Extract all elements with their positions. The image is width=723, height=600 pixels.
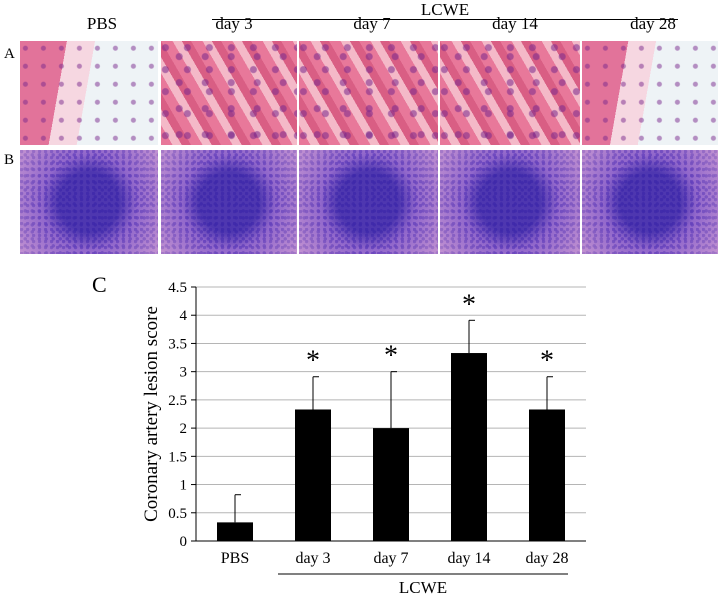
y-tick-label: 0: [180, 534, 188, 550]
y-tick-label: 4: [180, 308, 188, 324]
y-axis-label: Coronary artery lesion score: [141, 306, 162, 522]
histology-b-day14: [440, 150, 580, 254]
histology-b-pbs: [20, 150, 158, 254]
col-label-pbs: PBS: [86, 14, 118, 33]
y-tick-label: 3: [180, 365, 188, 381]
y-tick-label: 2.5: [168, 393, 187, 409]
col-label-day3: day 3: [215, 14, 253, 33]
group-label-lcwe-bottom: LCWE: [399, 578, 447, 597]
row-label-a: A: [4, 46, 15, 62]
significance-marker: *: [306, 346, 320, 377]
bar: [529, 409, 565, 541]
panel-letter-c: C: [92, 272, 107, 297]
y-tick-label: 4.5: [168, 280, 187, 296]
bar: [217, 522, 253, 541]
category-label: PBS: [221, 550, 249, 567]
significance-marker: *: [462, 289, 476, 320]
group-line-top: [212, 19, 678, 20]
histology-b-day28: [582, 150, 718, 254]
y-tick-label: 0.5: [168, 506, 187, 522]
category-label: day 3: [295, 550, 330, 567]
category-label: day 7: [373, 550, 408, 567]
row-label-b: B: [4, 152, 15, 168]
category-label: day 28: [525, 550, 568, 567]
category-label: day 14: [447, 550, 490, 567]
y-tick-label: 1: [180, 478, 188, 494]
y-tick-label: 1.5: [168, 449, 187, 465]
histology-a-day28: [582, 41, 718, 145]
histology-a-pbs: [20, 41, 158, 145]
col-label-day28: day 28: [630, 14, 676, 33]
histology-b-day3: [161, 150, 297, 254]
col-label-day14: day 14: [492, 14, 538, 33]
significance-marker: *: [540, 346, 554, 377]
group-label-lcwe-top: LCWE: [420, 0, 470, 19]
y-tick-label: 2: [180, 421, 188, 437]
histology-a-day14: [440, 41, 580, 145]
significance-marker: *: [384, 341, 398, 372]
histology-a-day3: [161, 41, 297, 145]
bar: [295, 409, 331, 541]
bar: [373, 428, 409, 541]
histology-a-day7: [299, 41, 438, 145]
bar: [451, 353, 487, 541]
y-tick-label: 3.5: [168, 336, 187, 352]
col-label-day7: day 7: [353, 14, 391, 33]
histology-b-day7: [299, 150, 438, 254]
